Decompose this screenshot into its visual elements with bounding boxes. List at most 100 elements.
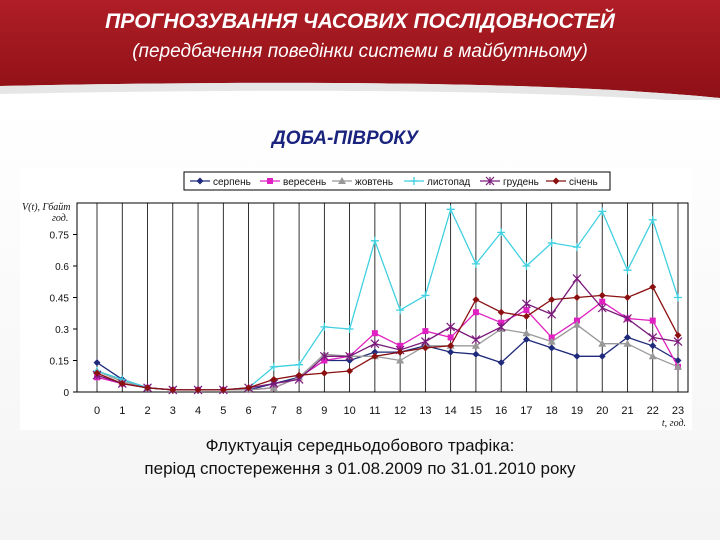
data-point-2-15: [471, 341, 480, 349]
caption-line-1: Флуктуація середньодобового трафіка:: [205, 436, 515, 455]
data-point-5-22: [649, 283, 657, 291]
data-point-1-14: [447, 334, 454, 341]
data-point-4-21: [623, 314, 632, 323]
legend-label-1: вересень: [283, 177, 326, 188]
legend-label-0: серпень: [213, 177, 251, 188]
x-tick-label-11: 11: [369, 405, 380, 417]
data-point-5-23: [674, 331, 682, 339]
legend-swatch-marker-4: [485, 176, 495, 186]
data-point-3-7: [269, 362, 278, 371]
x-tick-label-14: 14: [445, 405, 457, 417]
data-point-0-20: [598, 352, 606, 360]
x-axis-label: t, год.: [662, 418, 686, 429]
x-tick-label-8: 8: [296, 405, 302, 417]
data-point-2-19: [572, 320, 581, 328]
data-point-3-9: [320, 322, 329, 331]
x-tick-label-2: 2: [144, 405, 150, 417]
x-tick-label-6: 6: [246, 405, 252, 417]
data-point-1-16: [498, 319, 505, 326]
data-point-5-4: [194, 386, 202, 394]
chart-heading: ДОБА-ПІВРОКУ: [272, 128, 418, 149]
y-axis-label: V(t), Гбайт: [22, 202, 71, 213]
data-point-0-16: [497, 359, 505, 367]
x-tick-label-20: 20: [596, 405, 608, 417]
x-tick-label-22: 22: [647, 405, 659, 417]
data-point-4-18: [547, 309, 557, 319]
data-point-0-15: [472, 350, 480, 358]
data-point-4-13: [420, 337, 430, 347]
data-point-3-17: [522, 262, 531, 270]
x-tick-label-10: 10: [343, 405, 355, 417]
data-point-5-7: [270, 375, 278, 383]
data-point-5-2: [144, 384, 152, 392]
data-point-4-9: [319, 351, 329, 361]
slide-title: ПРОГНОЗУВАННЯ ЧАСОВИХ ПОСЛІДОВНОСТЕЙ: [105, 10, 615, 33]
data-point-4-19: [572, 274, 582, 284]
traffic-line-chart: 00.150.30.450.60.750 1 2 3 4 5 6 7 8 9 10 11 12 13 14 1…: [22, 171, 689, 429]
data-point-0-14: [447, 348, 455, 356]
data-point-4-23: [673, 337, 683, 347]
data-point-1-11: [371, 330, 378, 337]
x-tick-label-0: 0: [94, 405, 100, 417]
legend: [183, 171, 611, 191]
data-point-5-10: [346, 367, 354, 375]
data-point-3-15: [471, 259, 480, 268]
data-point-5-16: [497, 308, 505, 316]
title-banner: [0, 0, 720, 100]
data-point-5-5: [219, 386, 227, 394]
data-point-2-23: [674, 362, 682, 370]
data-point-3-8: [295, 360, 304, 369]
data-point-0-22: [649, 342, 657, 350]
x-tick-label-19: 19: [571, 405, 583, 417]
x-tick-label-4: 4: [195, 405, 201, 417]
legend-label-2: жовтень: [355, 177, 393, 188]
data-point-2-12: [396, 356, 405, 364]
data-point-0-11: [371, 348, 379, 356]
data-point-5-14: [447, 342, 455, 350]
data-point-3-19: [572, 243, 581, 252]
data-point-3-22: [648, 215, 657, 224]
slide-subtitle: (передбачення поведінки системи в майбут…: [132, 41, 588, 62]
data-point-0-17: [522, 336, 530, 343]
data-point-0-19: [573, 352, 581, 360]
data-point-2-21: [623, 339, 632, 347]
data-point-3-16: [497, 228, 506, 237]
legend-swatch-marker-5: [552, 177, 560, 185]
y-tick-label-3: 0.45: [50, 294, 70, 305]
data-point-4-17: [522, 299, 531, 309]
data-point-4-16: [496, 322, 506, 332]
data-point-5-3: [169, 386, 177, 394]
data-point-2-18: [547, 337, 556, 345]
x-tick-label-3: 3: [170, 405, 176, 417]
legend-swatch-marker-2: [338, 177, 346, 184]
legend-label-4: грудень: [503, 177, 539, 188]
legend-label-5: січень: [569, 177, 598, 188]
x-tick-label-23: 23: [672, 405, 684, 417]
x-tick-label-15: 15: [470, 405, 482, 417]
data-point-5-6: [245, 384, 253, 392]
x-tick-label-17: 17: [520, 405, 532, 417]
data-point-3-11: [370, 236, 379, 245]
data-point-1-12: [397, 342, 404, 349]
data-point-1-20: [599, 298, 606, 305]
data-point-3-23: [674, 293, 682, 302]
data-point-5-18: [548, 296, 556, 304]
data-point-1-15: [472, 309, 479, 316]
legend-swatch-marker-0: [196, 177, 204, 185]
data-point-2-22: [648, 352, 657, 360]
data-point-3-10: [345, 325, 354, 333]
x-tick-label-16: 16: [495, 405, 507, 417]
x-tick-label-1: 1: [119, 405, 125, 417]
data-point-4-14: [446, 322, 456, 332]
data-point-0-0: [93, 359, 101, 367]
data-point-1-19: [573, 317, 580, 324]
data-point-3-13: [421, 291, 430, 300]
x-tick-label-5: 5: [220, 405, 226, 417]
data-point-4-15: [471, 335, 481, 344]
chart-container: 0 0.15 0.3 0.45 0.6 0.75 0 1 2 3 4 5 6 7 8 9 10 11 12 13 14 1…: [20, 168, 692, 430]
data-point-5-11: [371, 352, 379, 360]
x-tick-label-7: 7: [271, 405, 277, 417]
data-point-4-22: [648, 332, 658, 342]
legend-swatch-marker-3: [410, 177, 418, 185]
legend-swatch-marker-1: [267, 178, 273, 184]
